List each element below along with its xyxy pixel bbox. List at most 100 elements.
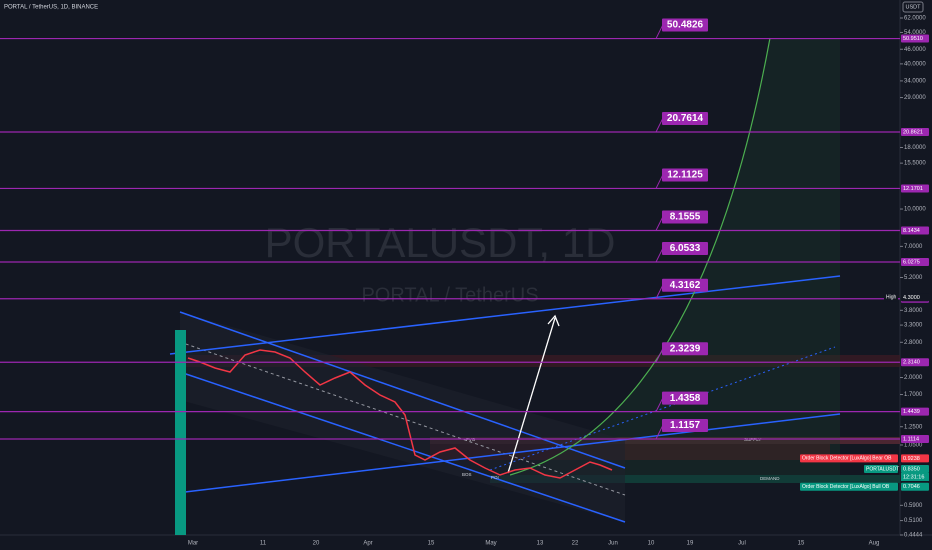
level-tag [901,34,929,43]
demand-label: DEMAND [760,476,780,481]
callout-label: 50.4826 [667,20,704,31]
price-tag [901,482,929,491]
price-tick-label: 62.0000 [904,16,926,22]
callout-label: 1.1157 [670,420,700,431]
trend-mid [489,346,836,471]
candle [175,330,186,535]
level-tag-label: 50.9510 [903,36,923,42]
callout-label: 6.0533 [670,243,701,254]
callout-stem [655,216,664,231]
supply-label: SUPPLY [744,437,761,442]
price-tick-label: 2.0000 [904,375,923,381]
countdown: 12:31:16 [903,474,924,480]
price-tick-label: 34.0000 [904,78,926,84]
price-path [187,349,613,479]
callout-stem [655,397,664,412]
price-tick-label: 15.5000 [904,161,926,167]
level-tag [901,358,929,367]
level-tag-label: 6.0275 [903,259,920,265]
tag-name: PORTALUSDT [866,466,899,472]
price-tick-label: 0.4444 [904,533,923,539]
channel-upper [179,311,626,469]
arrow [507,317,556,474]
symbol-line: PORTAL / TetherUS, 1D, BINANCE [4,5,98,11]
time-tick-label: Mar [188,541,198,547]
time-tick-label: 11 [260,541,267,547]
tag-name-box [800,454,898,463]
price-tag [901,293,929,302]
price-tick-label: 3.8000 [904,308,923,314]
level-tag-label: 8.1434 [903,228,920,234]
level-tag [901,258,929,267]
callout-stem [655,174,664,189]
price-tick-label: 1.7000 [904,392,923,398]
level-tag-label: 20.8621 [903,129,923,135]
time-tick-label: 20 [313,541,320,547]
time-tick-label: 22 [572,541,579,547]
callout-stem [655,247,664,263]
callout-label: 4.3162 [670,280,701,291]
level-tag [901,435,929,444]
countdown-box [901,472,929,481]
price-tick-label: 3.3000 [904,323,923,329]
tag-name-box [884,293,898,302]
projection-area [510,38,840,475]
callout-label: 8.1555 [670,212,701,223]
callout-box [662,18,708,32]
currency-label[interactable]: USDT [906,4,922,10]
callout-box [662,391,708,405]
watermark-title: PORTALUSDT, 1D [265,219,616,266]
price-tag [901,464,929,473]
trend-lower [184,413,841,493]
price-tick-label: 40.0000 [904,61,926,67]
callout-stem [655,424,664,440]
poi-label: POI [491,475,499,480]
price-tick-label: 10.0000 [904,207,926,213]
time-tick-label: 15 [428,541,435,547]
supply-zone [430,437,900,444]
callout-label: 1.4358 [670,393,701,404]
demand-zone [490,475,900,483]
level-tag-label: 1.1114 [903,436,919,442]
watermark-subtitle: PORTAL / TetherUS [361,284,538,306]
level-tag [901,407,929,416]
arrow-head [547,314,560,327]
trend-upper [169,275,841,355]
callout-box [662,419,708,433]
price-tick-label: 0.5900 [904,503,923,509]
level-tag-label: 2.3140 [903,360,920,366]
callout-stem [655,348,664,363]
price-tick-label: 54.0000 [904,30,926,36]
callout-box [662,168,708,182]
price-tag-label: 4.3000 [903,295,920,301]
bos-label: BOS [462,472,472,477]
level-tag-label: 12.1701 [903,186,923,192]
callout-label: 12.1125 [667,170,703,181]
time-tick-label: Aug [869,541,880,547]
time-tick-label: Jun [608,541,618,547]
callout-label: 2.3239 [670,343,701,354]
callout-stem [655,284,664,299]
time-tick-label: 19 [687,541,694,547]
callout-box [662,342,708,356]
price-tick-label: 5.2000 [904,275,923,281]
tag-name-box [864,464,898,473]
tag-name: Order Block Detector [LuxAlgo] Bull OB [802,484,890,490]
time-tick-label: 13 [537,541,544,547]
price-tick-label: 0.5100 [904,518,923,524]
callout-box [662,278,708,292]
price-tag-label: 0.8350 [903,466,920,472]
channel-mid [179,341,626,496]
level-tag-label: 1.4439 [903,409,920,415]
time-tick-label: Apr [363,541,372,547]
currency-button[interactable] [902,1,924,13]
channel-fill [180,312,625,522]
tag-name: Order Block Detector [LuxAlgo] Bear OB [802,456,892,462]
tag-name: High [886,295,897,301]
time-tick-label: Jul [738,541,746,547]
fvg-label: FVG [466,437,476,442]
level-tag [901,184,929,193]
callout-box [662,242,708,256]
callout-stem [655,24,664,39]
